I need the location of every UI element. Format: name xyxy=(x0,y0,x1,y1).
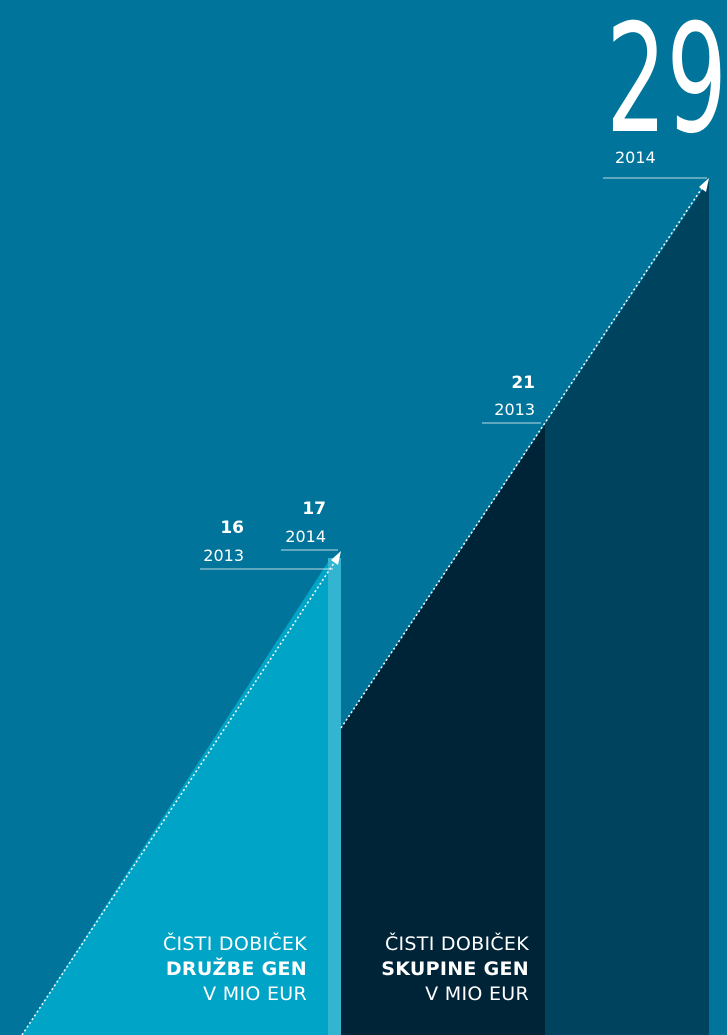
druzba-caption-line3: V MIO EUR xyxy=(203,983,307,1005)
skupina-2014-value: 29 xyxy=(606,0,727,167)
skupina-caption-line3: V MIO EUR xyxy=(425,983,529,1005)
skupina-caption-line1: ČISTI DOBIČEK xyxy=(384,933,529,955)
skupina-caption: ČISTI DOBIČEK SKUPINE GEN V MIO EUR xyxy=(381,932,529,1007)
druzba-caption: ČISTI DOBIČEK DRUŽBE GEN V MIO EUR xyxy=(163,932,307,1007)
druzba-2013-year: 2013 xyxy=(203,546,244,565)
skupina-2014-year: 2014 xyxy=(615,148,656,167)
skupina-arrowhead xyxy=(699,178,709,192)
druzba-caption-line2: DRUŽBE GEN xyxy=(165,958,307,980)
druzba-2014-value: 17 xyxy=(302,499,326,519)
skupina-2014-area xyxy=(545,180,709,1035)
skupina-caption-line2: SKUPINE GEN xyxy=(381,958,529,980)
druzba-caption-line1: ČISTI DOBIČEK xyxy=(162,933,307,955)
druzba-trend-line xyxy=(21,559,337,1035)
druzba-2014-year: 2014 xyxy=(285,527,326,546)
skupina-2013-area xyxy=(341,424,545,1035)
druzba-2014-bar xyxy=(328,558,341,1035)
skupina-trend-line xyxy=(340,184,705,729)
skupina-2013-year: 2013 xyxy=(494,400,535,419)
skupina-2013-value: 21 xyxy=(511,373,535,393)
druzba-2013-area xyxy=(22,562,328,1035)
druzba-arrowhead xyxy=(331,551,341,565)
druzba-2013-value: 16 xyxy=(220,518,244,538)
